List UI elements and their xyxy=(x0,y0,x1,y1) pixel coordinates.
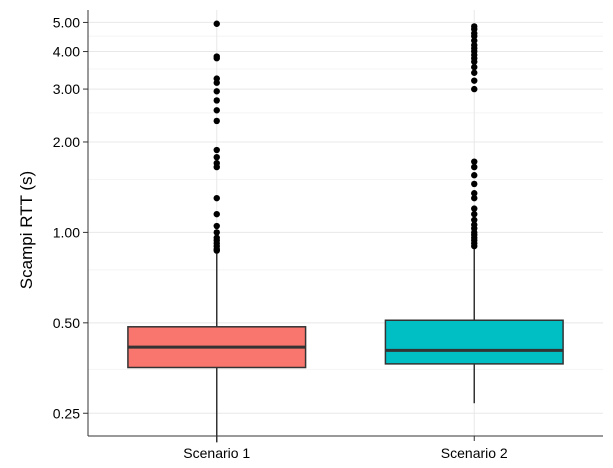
y-tick-label-3: 2.00 xyxy=(53,134,80,150)
x-tick-label-0: Scenario 1 xyxy=(183,445,250,461)
outlier-point xyxy=(471,163,478,171)
outlier-point xyxy=(213,159,220,167)
plot-panel xyxy=(88,10,603,436)
plot-background-group xyxy=(88,10,603,436)
outlier-point xyxy=(213,117,220,125)
outlier-point xyxy=(213,107,220,114)
outlier-point xyxy=(213,88,220,95)
outlier-point xyxy=(471,63,478,71)
outlier-point xyxy=(213,222,220,230)
y-tick-label-0: 0.25 xyxy=(53,405,80,421)
outlier-point xyxy=(471,23,478,30)
box-iqr xyxy=(384,319,564,365)
outlier-point xyxy=(471,85,478,93)
outlier-point xyxy=(471,69,478,76)
outlier-point xyxy=(471,180,478,188)
box-group-1 xyxy=(127,20,307,443)
outlier-point xyxy=(213,146,220,154)
outlier-point xyxy=(471,77,478,84)
outlier-point xyxy=(213,20,220,27)
outlier-point xyxy=(471,216,478,224)
outlier-point xyxy=(471,172,478,179)
outlier-point xyxy=(471,158,478,165)
outlier-point xyxy=(213,210,220,218)
outlier-point xyxy=(213,153,220,161)
outlier-point xyxy=(213,75,220,82)
outlier-point xyxy=(471,37,478,44)
y-tick-label-6: 5.00 xyxy=(53,14,80,30)
y-axis-title: Scampi RTT (s) xyxy=(17,171,36,289)
y-tick-label-2: 1.00 xyxy=(53,224,80,240)
outlier-point xyxy=(213,97,220,104)
outlier-point xyxy=(471,41,478,49)
x-tick-label-1: Scenario 2 xyxy=(441,445,508,461)
outlier-point xyxy=(213,234,220,241)
y-tick-label-4: 3.00 xyxy=(53,81,80,97)
outlier-point xyxy=(471,210,478,218)
outlier-point xyxy=(213,194,220,202)
outlier-point xyxy=(471,205,478,212)
y-tick-label-5: 4.00 xyxy=(53,44,80,60)
outlier-point xyxy=(213,229,220,236)
outlier-point xyxy=(213,53,220,60)
y-tick-label-1: 0.50 xyxy=(53,315,80,331)
box-group-2 xyxy=(384,23,564,404)
outlier-point xyxy=(471,190,478,197)
outlier-point xyxy=(471,221,478,228)
outlier-point xyxy=(471,194,478,202)
